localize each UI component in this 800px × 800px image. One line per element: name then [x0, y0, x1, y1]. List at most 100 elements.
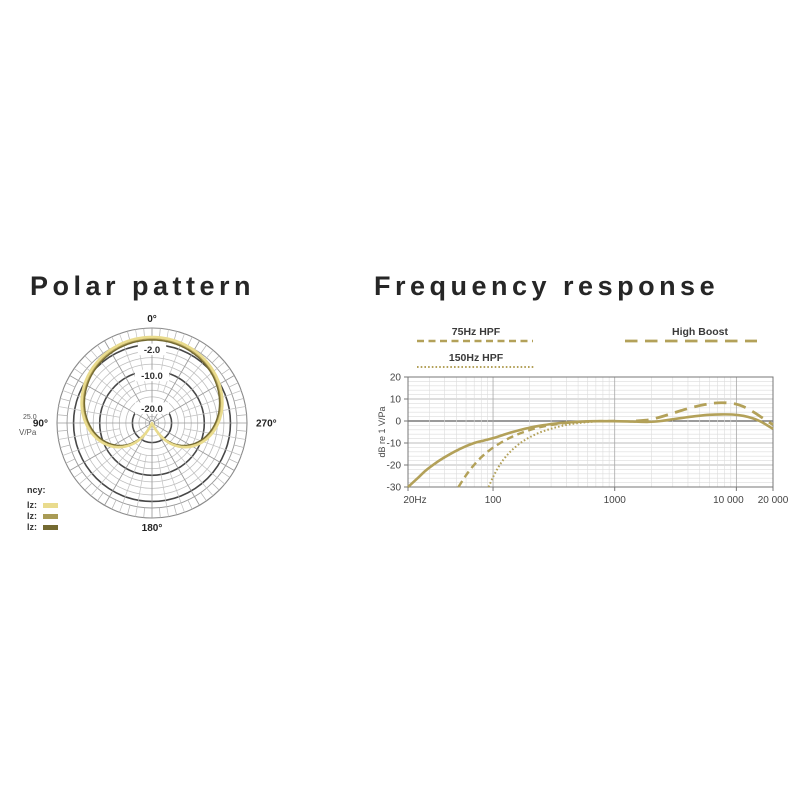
- polar-legend-item: lz:: [27, 522, 58, 532]
- polar-chart-title: Polar pattern: [30, 271, 256, 301]
- polar-tick-fine: [65, 458, 76, 464]
- freq-legend-label: 75Hz HPF: [452, 326, 501, 338]
- polar-spoke-major: [153, 375, 235, 423]
- polar-spoke-minor: [62, 390, 122, 413]
- ring-label: -20.0: [141, 404, 163, 415]
- polar-angle-labels: 0° 90° 270° 180°: [33, 314, 277, 534]
- polar-tick-fine: [228, 382, 239, 388]
- polar-tick-fine: [236, 430, 247, 432]
- polar-tick-fine: [200, 344, 207, 354]
- polar-spoke-minor: [182, 433, 242, 456]
- y-axis-title: dB re 1 V/Pa: [377, 406, 387, 457]
- polar-ring-labels: -2.0 -10.0 -20.0: [135, 343, 169, 415]
- polar-spoke-minor: [157, 455, 169, 517]
- polar-spoke-minor: [90, 448, 132, 496]
- polar-legend-label: lz:: [27, 511, 37, 521]
- angle-label: 90°: [33, 419, 48, 430]
- freq-legend-label: High Boost: [672, 326, 728, 338]
- angle-label: 180°: [142, 523, 163, 534]
- polar-spoke-minor: [172, 448, 214, 496]
- polar-spoke-minor: [177, 443, 225, 485]
- polar-tick-fine: [60, 398, 70, 402]
- polar-tick-fine: [221, 471, 231, 478]
- polar-spoke-minor: [58, 428, 120, 440]
- polar-legend-label: lz:: [27, 500, 37, 510]
- freq-legend: 75Hz HPF 150Hz HPF High Boost: [417, 326, 757, 368]
- polar-tick-fine: [97, 344, 104, 354]
- polar-tick-fine: [211, 355, 220, 364]
- polar-spoke-minor: [119, 453, 142, 513]
- polar-spoke-major: [104, 424, 152, 506]
- polar-legend-rows: lz: lz: lz:: [27, 500, 58, 532]
- y-tick-label: 20: [390, 372, 402, 383]
- polar-tick-fine: [200, 492, 207, 502]
- x-tick-label: 1000: [604, 495, 627, 506]
- polar-tick-fine: [57, 430, 68, 432]
- x-tick-label: 20Hz: [403, 495, 426, 506]
- polar-curves: [80, 335, 224, 449]
- y-tick-label: -10: [387, 438, 402, 449]
- polar-spoke-minor: [184, 428, 246, 440]
- polar-frequency-legend: ncy: lz: lz: lz:: [27, 485, 58, 533]
- polar-tick-fine: [143, 507, 145, 518]
- polar-tick-fine: [228, 458, 239, 464]
- y-tick-label: -30: [387, 482, 402, 493]
- polar-tick-fine: [84, 482, 93, 491]
- polar-scale-note-value: 25.0: [23, 414, 37, 421]
- polar-tick-fine: [127, 505, 131, 515]
- x-tick-label: 10 000: [713, 495, 744, 506]
- polar-tick-fine: [111, 499, 117, 510]
- plot-border: [407, 376, 774, 488]
- polar-tick-fine: [60, 444, 70, 448]
- polar-tick-fine: [73, 471, 83, 478]
- polar-legend-swatch: [43, 524, 58, 530]
- polar-legend-item: lz:: [27, 500, 58, 510]
- polar-tick-fine: [111, 336, 117, 347]
- freq-legend-label: 150Hz HPF: [449, 352, 504, 364]
- ring-label-bg: [135, 369, 169, 382]
- polar-tick-fine: [57, 414, 68, 416]
- polar-tick-fine: [187, 336, 193, 347]
- polar-tick-fine: [234, 444, 244, 448]
- polar-tick-fine: [97, 492, 104, 502]
- curve-75hz-hpf: [457, 419, 615, 488]
- polar-spoke-major: [152, 424, 200, 506]
- polar-tick-fine: [159, 507, 161, 518]
- y-tick-label: 10: [390, 394, 402, 405]
- x-tick-label: 100: [485, 495, 502, 506]
- ring-label: -2.0: [144, 345, 160, 356]
- polar-spoke-minor: [182, 390, 242, 413]
- y-tick-label: -20: [387, 460, 402, 471]
- polar-spoke-minor: [172, 350, 214, 398]
- polar-spoke-major: [153, 423, 235, 471]
- polar-spoke-minor: [79, 443, 127, 485]
- polar-spoke-minor: [184, 406, 246, 418]
- polar-legend-item: lz:: [27, 511, 58, 521]
- ring-label-bg: [137, 343, 167, 356]
- polar-legend-heading: ncy:: [27, 485, 46, 495]
- polar-tick-fine: [236, 414, 247, 416]
- polar-tick-fine: [221, 368, 231, 375]
- polar-tick-fine: [187, 499, 193, 510]
- x-tick-label: 20 000: [758, 495, 789, 506]
- polar-spoke-minor: [62, 433, 122, 456]
- polar-legend-label: lz:: [27, 522, 37, 532]
- polar-spoke-minor: [90, 350, 132, 398]
- polar-tick-fine: [173, 505, 177, 515]
- ring-label-bg: [135, 402, 169, 414]
- polar-spoke-minor: [162, 453, 185, 513]
- ring-label: -10.0: [141, 371, 163, 382]
- polar-spoke-major: [69, 375, 151, 423]
- angle-label: 0°: [147, 314, 157, 325]
- polar-curve-2: [80, 335, 224, 449]
- polar-scale-note-unit: V/Pa: [19, 428, 37, 437]
- polar-spoke-minor: [58, 406, 120, 418]
- y-tick-label: 0: [395, 416, 401, 427]
- frequency-chart-title: Frequency response: [374, 271, 720, 301]
- polar-spoke-major: [69, 423, 151, 471]
- polar-legend-swatch: [43, 513, 58, 519]
- freq-curves: [407, 401, 774, 488]
